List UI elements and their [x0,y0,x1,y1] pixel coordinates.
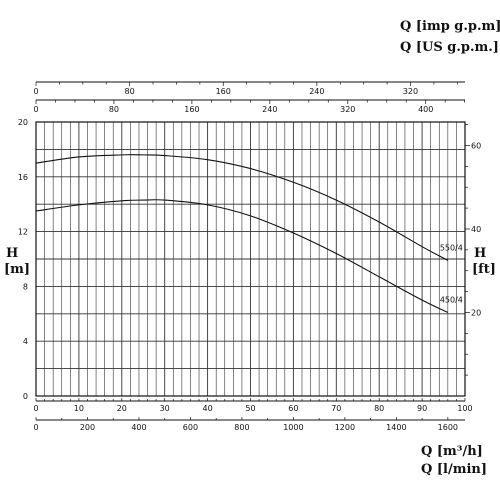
tick-label-imp-gpm: 0 [33,87,38,96]
curve-450-4 [35,199,449,313]
tick-label-m3h: 20 [117,404,127,413]
curve-label-550-4: 550/4 [440,243,463,252]
tick-label-m3h: 40 [203,404,213,413]
tick-label-lmin: 600 [183,423,198,432]
tick-label-lmin: 1000 [283,423,303,432]
tick-label-lmin: 1400 [386,423,406,432]
tick-label-lmin: 1600 [438,423,458,432]
bottom-unit-m3h: Q [m³/h] [421,444,483,459]
plot-frame [35,81,470,421]
tick-label-m: 4 [23,337,28,346]
tick-label-imp-gpm: 80 [125,87,135,96]
curve-label-450-4: 450/4 [440,295,463,304]
left-axis-unit: [m] [4,262,30,277]
tick-label-lmin: 400 [131,423,146,432]
tick-label-m3h: 0 [33,404,38,413]
curve-550-4 [35,154,449,261]
tick-label-ft: 60 [471,141,481,150]
tick-label-m: 12 [18,228,28,237]
tick-label-lmin: 0 [33,423,38,432]
tick-label-us-gpm: 160 [184,105,199,114]
bottom-unit-lmin: Q [l/min] [421,462,487,477]
tick-label-m3h: 60 [288,404,298,413]
tick-label-lmin: 800 [234,423,249,432]
tick-label-ft: 20 [471,308,481,317]
tick-label-m3h: 30 [160,404,170,413]
tick-label-imp-gpm: 320 [403,87,418,96]
tick-label-m3h: 50 [245,404,255,413]
tick-label-m: 8 [23,282,28,291]
right-axis-H: H [474,246,486,261]
tick-label-m3h: 70 [331,404,341,413]
tick-label-us-gpm: 80 [109,105,119,114]
tick-label-us-gpm: 0 [33,105,38,114]
tick-label-lmin: 1200 [335,423,355,432]
top-unit-us-gpm: Q [US g.p.m.] [400,40,499,55]
tick-label-m: 0 [23,392,28,401]
plot-border [35,121,466,397]
curves [35,154,449,313]
tick-label-m: 20 [18,118,28,127]
tick-label-m3h: 90 [417,404,427,413]
tick-label-imp-gpm: 240 [309,87,324,96]
tick-label-us-gpm: 320 [340,105,355,114]
tick-label-ft: 40 [471,225,481,234]
grid [36,122,465,396]
tick-label-us-gpm: 400 [418,105,433,114]
tick-label-lmin: 200 [80,423,95,432]
tick-label-imp-gpm: 160 [216,87,231,96]
left-axis-H: H [6,246,18,261]
top-unit-imp-gpm: Q [imp g.p.m] [400,19,500,34]
right-axis-unit: [ft] [472,262,496,277]
tick-label-m: 16 [18,173,28,182]
tick-label-us-gpm: 240 [262,105,277,114]
tick-labels: 0 10 20 30 40 50 60 70 80 90 1000 200 400 600 800 1000 1… [18,87,481,432]
tick-label-m3h: 100 [457,404,472,413]
tick-label-m3h: 80 [374,404,384,413]
tick-label-m3h: 10 [74,404,84,413]
